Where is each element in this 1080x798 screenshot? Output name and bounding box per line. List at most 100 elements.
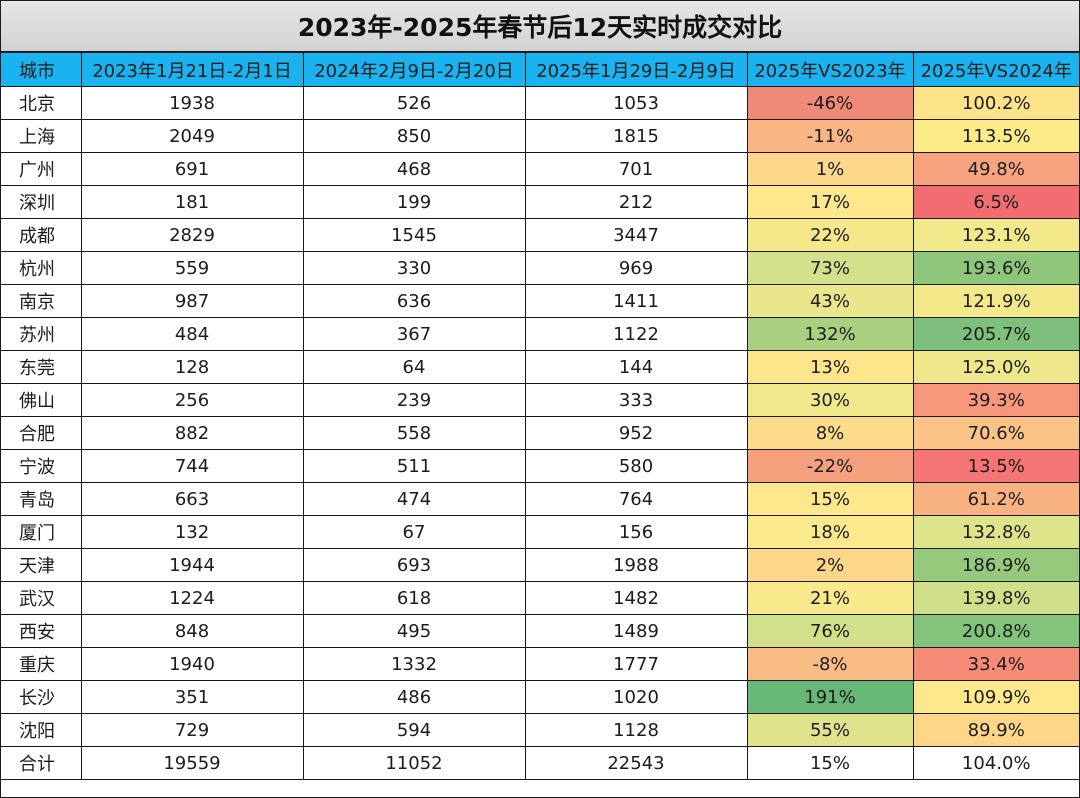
cell-vs-2024: 104.0% bbox=[912, 746, 1079, 780]
table-body: 北京 1938 526 1053 -46% 100.2% 上海 2049 850 1815 -11%… bbox=[1, 86, 1079, 780]
cell-city: 北京 bbox=[1, 86, 82, 120]
cell-vs-2023: 55% bbox=[746, 713, 914, 747]
cell-2024-value: 693 bbox=[302, 548, 526, 582]
table-row: 合肥 882 558 952 8% 70.6% bbox=[1, 416, 1079, 450]
cell-2023-value: 691 bbox=[80, 152, 304, 186]
table-row: 广州 691 468 701 1% 49.8% bbox=[1, 152, 1079, 186]
cell-city: 佛山 bbox=[1, 383, 82, 417]
cell-vs-2024: 139.8% bbox=[912, 581, 1079, 615]
cell-2025-value: 1053 bbox=[524, 86, 748, 120]
table-row: 宁波 744 511 580 -22% 13.5% bbox=[1, 449, 1079, 483]
cell-2024-value: 636 bbox=[302, 284, 526, 318]
cell-2023-value: 882 bbox=[80, 416, 304, 450]
cell-2024-value: 468 bbox=[302, 152, 526, 186]
cell-2024-value: 511 bbox=[302, 449, 526, 483]
cell-2025-value: 580 bbox=[524, 449, 748, 483]
cell-city: 沈阳 bbox=[1, 713, 82, 747]
table-row: 天津 1944 693 1988 2% 186.9% bbox=[1, 548, 1079, 582]
cell-vs-2023: 17% bbox=[746, 185, 914, 219]
cell-vs-2024: 6.5% bbox=[912, 185, 1079, 219]
cell-2024-value: 495 bbox=[302, 614, 526, 648]
cell-city: 宁波 bbox=[1, 449, 82, 483]
cell-vs-2024: 13.5% bbox=[912, 449, 1079, 483]
cell-city: 重庆 bbox=[1, 647, 82, 681]
cell-2024-value: 67 bbox=[302, 515, 526, 549]
table-row: 沈阳 729 594 1128 55% 89.9% bbox=[1, 713, 1079, 747]
cell-2025-value: 1020 bbox=[524, 680, 748, 714]
cell-vs-2023: -8% bbox=[746, 647, 914, 681]
cell-2023-value: 987 bbox=[80, 284, 304, 318]
cell-vs-2024: 121.9% bbox=[912, 284, 1079, 318]
cell-2025-value: 1489 bbox=[524, 614, 748, 648]
cell-vs-2023: 73% bbox=[746, 251, 914, 285]
cell-city: 天津 bbox=[1, 548, 82, 582]
cell-vs-2023: 30% bbox=[746, 383, 914, 417]
cell-vs-2023: 22% bbox=[746, 218, 914, 252]
cell-vs-2024: 123.1% bbox=[912, 218, 1079, 252]
cell-2024-value: 64 bbox=[302, 350, 526, 384]
cell-2023-value: 181 bbox=[80, 185, 304, 219]
table-row: 东莞 128 64 144 13% 125.0% bbox=[1, 350, 1079, 384]
table-row: 青岛 663 474 764 15% 61.2% bbox=[1, 482, 1079, 516]
table-row: 厦门 132 67 156 18% 132.8% bbox=[1, 515, 1079, 549]
cell-2024-value: 367 bbox=[302, 317, 526, 351]
table-row: 西安 848 495 1489 76% 200.8% bbox=[1, 614, 1079, 648]
cell-vs-2024: 100.2% bbox=[912, 86, 1079, 120]
cell-vs-2023: 76% bbox=[746, 614, 914, 648]
cell-2024-value: 330 bbox=[302, 251, 526, 285]
cell-vs-2023: 18% bbox=[746, 515, 914, 549]
cell-2023-value: 1944 bbox=[80, 548, 304, 582]
cell-vs-2023: -22% bbox=[746, 449, 914, 483]
cell-vs-2024: 193.6% bbox=[912, 251, 1079, 285]
cell-2023-value: 128 bbox=[80, 350, 304, 384]
cell-vs-2023: 191% bbox=[746, 680, 914, 714]
cell-vs-2024: 205.7% bbox=[912, 317, 1079, 351]
cell-2023-value: 1938 bbox=[80, 86, 304, 120]
cell-2023-value: 132 bbox=[80, 515, 304, 549]
cell-2024-value: 526 bbox=[302, 86, 526, 120]
cell-city: 上海 bbox=[1, 119, 82, 153]
cell-vs-2024: 113.5% bbox=[912, 119, 1079, 153]
cell-2023-value: 729 bbox=[80, 713, 304, 747]
cell-vs-2023: 1% bbox=[746, 152, 914, 186]
cell-2025-value: 156 bbox=[524, 515, 748, 549]
cell-2024-value: 850 bbox=[302, 119, 526, 153]
cell-2024-value: 486 bbox=[302, 680, 526, 714]
cell-2025-value: 1411 bbox=[524, 284, 748, 318]
cell-city: 厦门 bbox=[1, 515, 82, 549]
cell-2025-value: 144 bbox=[524, 350, 748, 384]
cell-vs-2024: 70.6% bbox=[912, 416, 1079, 450]
cell-2024-value: 11052 bbox=[302, 746, 526, 780]
cell-city: 南京 bbox=[1, 284, 82, 318]
header-2025-vs-2023: 2025年VS2023年 bbox=[746, 52, 914, 87]
cell-2025-value: 22543 bbox=[524, 746, 748, 780]
cell-vs-2024: 132.8% bbox=[912, 515, 1079, 549]
cell-2025-value: 1128 bbox=[524, 713, 748, 747]
cell-vs-2024: 109.9% bbox=[912, 680, 1079, 714]
cell-city: 苏州 bbox=[1, 317, 82, 351]
cell-2025-value: 1482 bbox=[524, 581, 748, 615]
cell-vs-2023: -11% bbox=[746, 119, 914, 153]
cell-2023-value: 351 bbox=[80, 680, 304, 714]
table-row: 南京 987 636 1411 43% 121.9% bbox=[1, 284, 1079, 318]
cell-2024-value: 239 bbox=[302, 383, 526, 417]
cell-2025-value: 764 bbox=[524, 482, 748, 516]
cell-2024-value: 594 bbox=[302, 713, 526, 747]
cell-vs-2024: 33.4% bbox=[912, 647, 1079, 681]
cell-2025-value: 701 bbox=[524, 152, 748, 186]
cell-2024-value: 558 bbox=[302, 416, 526, 450]
table-row: 佛山 256 239 333 30% 39.3% bbox=[1, 383, 1079, 417]
cell-city: 长沙 bbox=[1, 680, 82, 714]
cell-2023-value: 744 bbox=[80, 449, 304, 483]
table-row: 长沙 351 486 1020 191% 109.9% bbox=[1, 680, 1079, 714]
cell-vs-2023: 15% bbox=[746, 746, 914, 780]
cell-vs-2024: 89.9% bbox=[912, 713, 1079, 747]
cell-2025-value: 952 bbox=[524, 416, 748, 450]
cell-2023-value: 1940 bbox=[80, 647, 304, 681]
cell-2024-value: 474 bbox=[302, 482, 526, 516]
cell-city: 东莞 bbox=[1, 350, 82, 384]
cell-city: 西安 bbox=[1, 614, 82, 648]
cell-city: 武汉 bbox=[1, 581, 82, 615]
cell-city: 广州 bbox=[1, 152, 82, 186]
